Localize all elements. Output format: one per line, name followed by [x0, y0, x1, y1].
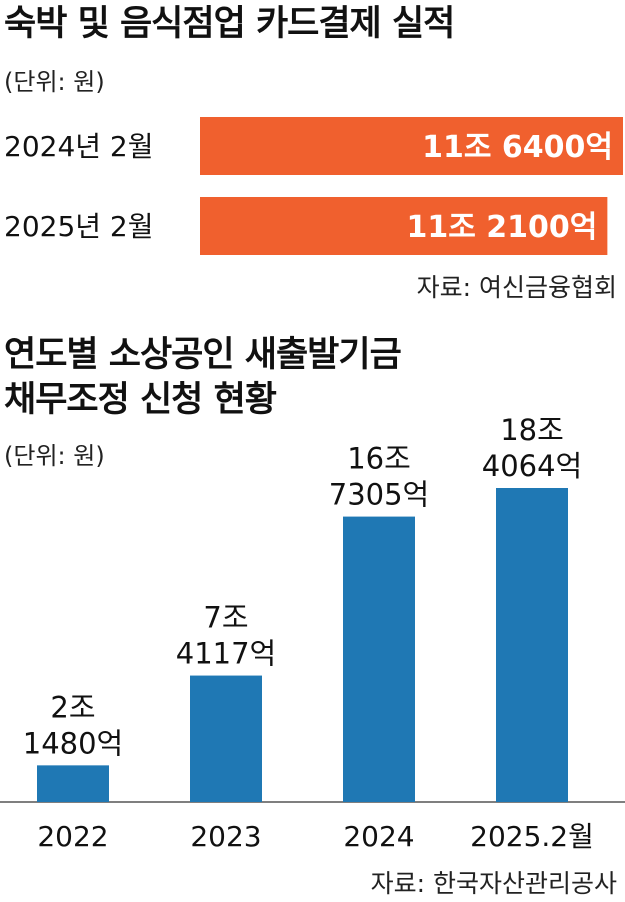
chart1-unit-label: (단위: 원) [4, 68, 105, 96]
vbar [496, 488, 568, 802]
x-tick-label: 2025.2월 [470, 820, 594, 853]
vbar-data-label-line1: 16조 [347, 442, 411, 476]
hbar [200, 117, 623, 175]
chart2-title-line1: 연도별 소상공인 새출발기금 [4, 335, 402, 375]
vbar-data-label-line2: 4117억 [176, 637, 276, 671]
vbar-data-label-line2: 4064억 [482, 449, 582, 483]
vbar-data-label-line1: 7조 [203, 601, 248, 635]
vbar-data-label-line2: 7305억 [329, 478, 429, 512]
chart1-title: 숙박 및 음식점업 카드결제 실적 [4, 4, 455, 44]
hbar-category-label: 2025년 2월 [4, 210, 154, 243]
hbar-data-label: 11조 2100억 [406, 210, 597, 245]
vbar-data-label-line1: 2조 [50, 690, 95, 724]
horizontal-bar-chart: 2024년 2월 11조 6400억 2025년 2월 11조 2100억 [4, 117, 623, 255]
hbar [200, 197, 608, 255]
vbar [190, 675, 262, 802]
vbar [343, 516, 415, 802]
hbar-category-label: 2024년 2월 [4, 130, 154, 163]
x-tick-label: 2023 [190, 820, 261, 853]
x-tick-label: 2022 [37, 820, 108, 853]
vbar-data-label-line1: 18조 [500, 413, 564, 447]
hbar-data-label: 11조 6400억 [422, 130, 613, 165]
vbar [37, 765, 109, 802]
chart2-unit-label: (단위: 원) [4, 442, 105, 470]
chart2-source: 자료: 한국자산관리공사 [370, 869, 617, 898]
x-tick-label: 2024 [343, 820, 414, 853]
chart1-source: 자료: 여신금융협회 [416, 273, 617, 302]
vbar-data-label-line2: 1480억 [23, 726, 123, 760]
chart2-title-line2: 채무조정 신청 현황 [4, 380, 277, 420]
